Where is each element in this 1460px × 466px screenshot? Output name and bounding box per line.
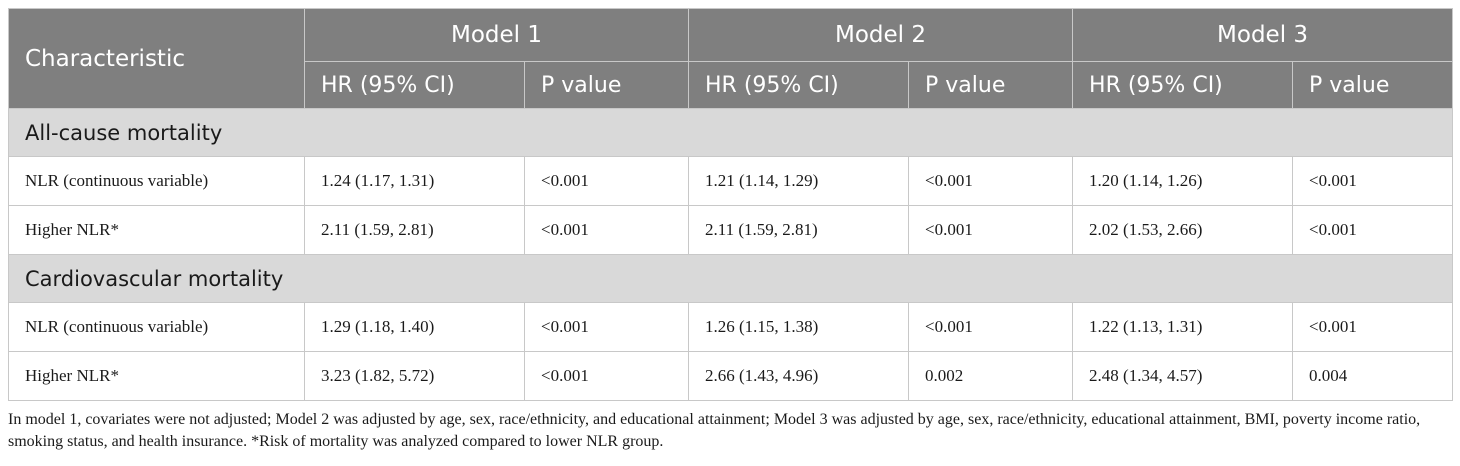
cell-hr: 1.24 (1.17, 1.31) (304, 156, 525, 206)
column-header-hr: HR (95% CI) (1072, 61, 1294, 109)
table-container: Characteristic Model 1 Model 2 Model 3 H… (7, 8, 1454, 453)
cell-p-value: <0.001 (1292, 302, 1454, 352)
table-footnote: In model 1, covariates were not adjusted… (8, 411, 1421, 450)
section-row-cardiovascular: Cardiovascular mortality (7, 254, 1454, 303)
row-label: NLR (continuous variable) (8, 302, 305, 352)
header-row-models: Characteristic Model 1 Model 2 Model 3 (8, 8, 1454, 109)
section-row-all-cause: All-cause mortality (7, 108, 1454, 157)
cell-hr: 1.22 (1.13, 1.31) (1072, 302, 1294, 352)
cell-p-value: <0.001 (908, 205, 1074, 255)
row-label: NLR (continuous variable) (8, 156, 305, 206)
column-header-p-value: P value (908, 61, 1074, 109)
cell-p-value: <0.001 (1292, 156, 1454, 206)
column-header-p-value: P value (1292, 61, 1454, 109)
cell-hr: 2.66 (1.43, 4.96) (688, 351, 910, 401)
column-header-model-2: Model 2 (688, 8, 1074, 62)
cell-hr: 2.02 (1.53, 2.66) (1072, 205, 1294, 255)
row-label: Higher NLR* (8, 351, 305, 401)
cell-hr: 1.26 (1.15, 1.38) (688, 302, 910, 352)
row-label: Higher NLR* (8, 205, 305, 255)
cell-p-value: 0.002 (908, 351, 1074, 401)
table-row: NLR (continuous variable) 1.29 (1.18, 1.… (8, 302, 1454, 352)
cell-hr: 2.48 (1.34, 4.57) (1072, 351, 1294, 401)
column-header-model-1: Model 1 (303, 8, 690, 62)
column-header-hr: HR (95% CI) (304, 61, 525, 109)
table-row: Higher NLR* 2.11 (1.59, 2.81) <0.001 2.1… (8, 205, 1454, 255)
cell-p-value: 0.004 (1292, 351, 1454, 401)
cell-p-value: <0.001 (908, 156, 1074, 206)
cell-hr: 1.21 (1.14, 1.29) (688, 156, 910, 206)
results-table: Characteristic Model 1 Model 2 Model 3 H… (7, 8, 1454, 401)
column-header-characteristic: Characteristic (8, 8, 305, 109)
cell-hr: 3.23 (1.82, 5.72) (304, 351, 525, 401)
table-row: Higher NLR* 3.23 (1.82, 5.72) <0.001 2.6… (8, 351, 1454, 401)
cell-p-value: <0.001 (908, 302, 1074, 352)
column-header-hr: HR (95% CI) (688, 61, 910, 109)
column-header-model-3: Model 3 (1072, 8, 1454, 62)
header-row-subcolumns: HR (95% CI) P value HR (95% CI) P value … (9, 61, 1454, 109)
cell-p-value: <0.001 (523, 351, 690, 401)
cell-hr: 1.20 (1.14, 1.26) (1072, 156, 1294, 206)
cell-hr: 1.29 (1.18, 1.40) (304, 302, 525, 352)
section-title: Cardiovascular mortality (7, 254, 1454, 303)
table-row: NLR (continuous variable) 1.24 (1.17, 1.… (8, 156, 1454, 206)
column-header-p-value: P value (523, 61, 690, 109)
cell-p-value: <0.001 (523, 156, 690, 206)
cell-p-value: <0.001 (1292, 205, 1454, 255)
section-title: All-cause mortality (7, 108, 1454, 157)
cell-hr: 2.11 (1.59, 2.81) (688, 205, 910, 255)
cell-p-value: <0.001 (523, 302, 690, 352)
cell-p-value: <0.001 (523, 205, 690, 255)
cell-hr: 2.11 (1.59, 2.81) (304, 205, 525, 255)
